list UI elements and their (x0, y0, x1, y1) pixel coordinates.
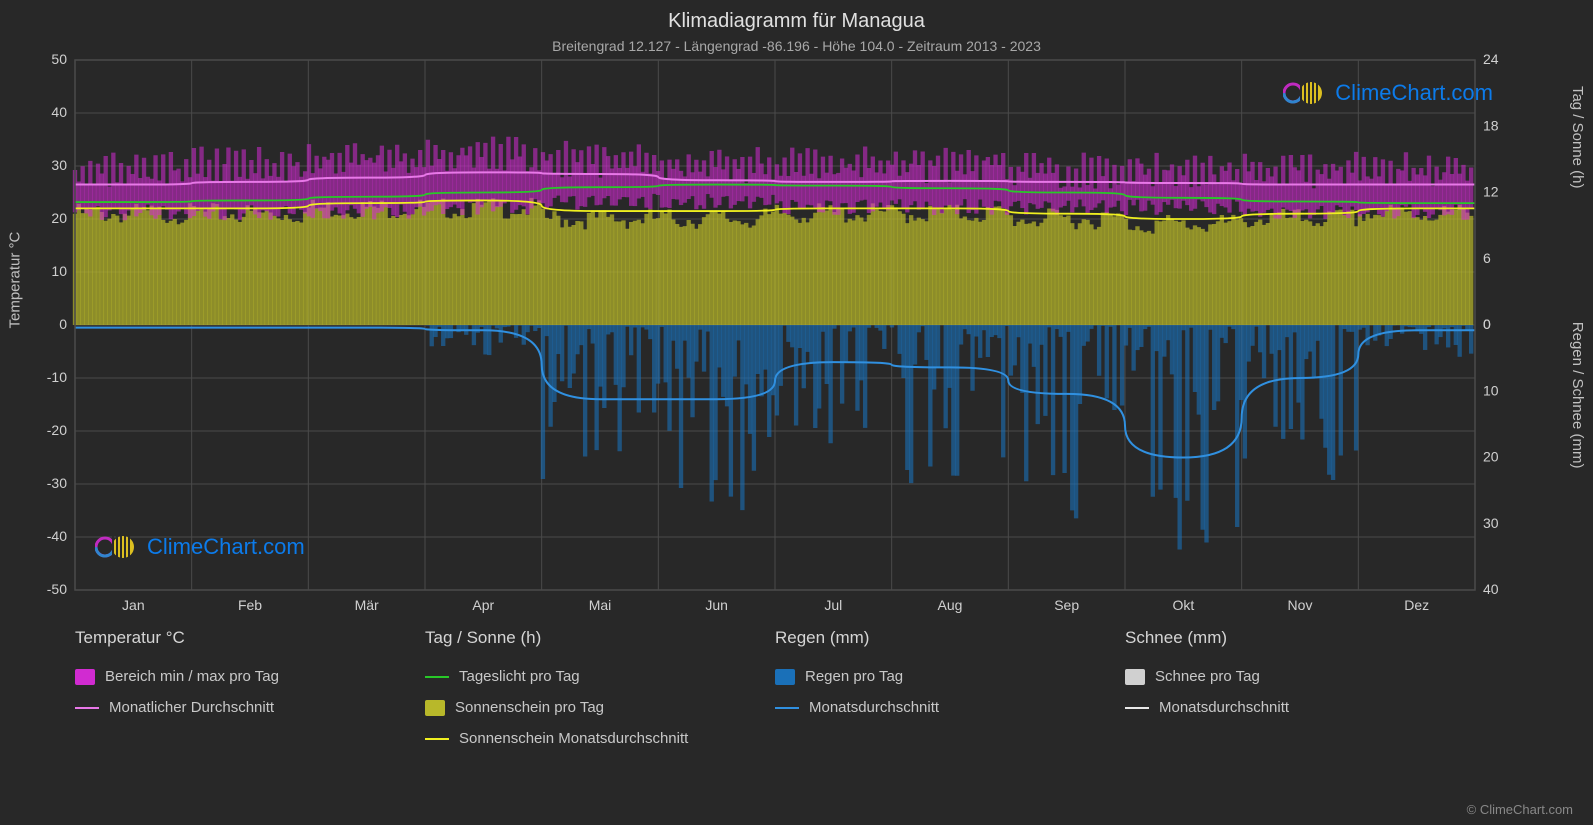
svg-text:10: 10 (1483, 382, 1499, 398)
chart-subtitle: Breitengrad 12.127 - Längengrad -86.196 … (0, 38, 1593, 54)
legend-line-icon (1125, 707, 1149, 709)
legend-item: Monatsdurchschnitt (1125, 699, 1475, 716)
svg-text:Mai: Mai (589, 597, 612, 613)
legend-swatch-icon (775, 669, 795, 685)
chart-title: Klimadiagramm für Managua (0, 10, 1593, 33)
legend-header: Schnee (mm) (1125, 628, 1475, 648)
legend-label: Regen pro Tag (805, 668, 903, 685)
svg-text:Mär: Mär (355, 597, 379, 613)
svg-text:-20: -20 (47, 422, 67, 438)
svg-text:Aug: Aug (938, 597, 963, 613)
legend-line-icon (425, 676, 449, 678)
logo-icon (1283, 80, 1327, 106)
legend-swatch-icon (75, 669, 95, 685)
svg-text:0: 0 (59, 316, 67, 332)
copyright-text: © ClimeChart.com (1467, 802, 1573, 817)
legend-label: Schnee pro Tag (1155, 668, 1260, 685)
svg-text:-40: -40 (47, 528, 67, 544)
legend-column: Temperatur °C Bereich min / max pro Tag Mo… (75, 628, 425, 747)
svg-text:Jul: Jul (824, 597, 842, 613)
legend-label: Monatlicher Durchschnitt (109, 699, 274, 716)
legend-line-icon (425, 738, 449, 740)
legend-label: Tageslicht pro Tag (459, 668, 580, 685)
legend-column: Tag / Sonne (h) Tageslicht pro Tag Sonnens… (425, 628, 775, 747)
legend-item: Monatsdurchschnitt (775, 699, 1125, 716)
svg-text:Nov: Nov (1288, 597, 1313, 613)
legend-item: Sonnenschein pro Tag (425, 699, 775, 716)
svg-text:Feb: Feb (238, 597, 262, 613)
svg-text:30: 30 (1483, 515, 1499, 531)
legend-item: Schnee pro Tag (1125, 668, 1475, 685)
svg-text:24: 24 (1483, 51, 1499, 67)
svg-text:20: 20 (51, 210, 67, 226)
svg-text:Jan: Jan (122, 597, 145, 613)
legend-item: Sonnenschein Monatsdurchschnitt (425, 730, 775, 747)
svg-text:Jun: Jun (705, 597, 728, 613)
svg-text:12: 12 (1483, 184, 1499, 200)
y-axis-right-bottom-label: Regen / Schnee (mm) (1570, 322, 1587, 469)
legend-swatch-icon (1125, 669, 1145, 685)
svg-text:30: 30 (51, 157, 67, 173)
svg-text:50: 50 (51, 51, 67, 67)
watermark-bottom: ClimeChart.com (95, 534, 305, 560)
svg-text:Dez: Dez (1404, 597, 1429, 613)
watermark-text: ClimeChart.com (147, 534, 305, 560)
legend-line-icon (75, 707, 99, 709)
svg-text:0: 0 (1483, 316, 1491, 332)
svg-text:-50: -50 (47, 581, 67, 597)
legend-header: Regen (mm) (775, 628, 1125, 648)
watermark-top: ClimeChart.com (1283, 80, 1493, 106)
legend-item: Tageslicht pro Tag (425, 668, 775, 685)
legend-line-icon (775, 707, 799, 709)
y-axis-right-top-label: Tag / Sonne (h) (1570, 86, 1587, 189)
legend-column: Regen (mm) Regen pro Tag Monatsdurchschnit… (775, 628, 1125, 747)
legend-item: Regen pro Tag (775, 668, 1125, 685)
legend-label: Monatsdurchschnitt (809, 699, 939, 716)
svg-text:18: 18 (1483, 117, 1499, 133)
svg-text:Okt: Okt (1172, 597, 1194, 613)
legend-label: Sonnenschein pro Tag (455, 699, 604, 716)
svg-text:Sep: Sep (1054, 597, 1079, 613)
legend-swatch-icon (425, 700, 445, 716)
legend-item: Monatlicher Durchschnitt (75, 699, 425, 716)
legend: Temperatur °C Bereich min / max pro Tag Mo… (75, 628, 1475, 747)
watermark-text: ClimeChart.com (1335, 80, 1493, 106)
chart-plot: -50-40-30-20-100102030405006121824010203… (75, 60, 1475, 590)
legend-column: Schnee (mm) Schnee pro Tag Monatsdurchschn… (1125, 628, 1475, 747)
svg-text:40: 40 (1483, 581, 1499, 597)
legend-header: Tag / Sonne (h) (425, 628, 775, 648)
legend-label: Sonnenschein Monatsdurchschnitt (459, 730, 688, 747)
y-axis-left-label: Temperatur °C (7, 232, 24, 329)
logo-icon (95, 534, 139, 560)
svg-text:40: 40 (51, 104, 67, 120)
legend-label: Bereich min / max pro Tag (105, 668, 279, 685)
legend-item: Bereich min / max pro Tag (75, 668, 425, 685)
svg-text:-30: -30 (47, 475, 67, 491)
legend-label: Monatsdurchschnitt (1159, 699, 1289, 716)
svg-text:6: 6 (1483, 250, 1491, 266)
svg-text:20: 20 (1483, 449, 1499, 465)
svg-text:10: 10 (51, 263, 67, 279)
svg-text:Apr: Apr (472, 597, 494, 613)
svg-text:-10: -10 (47, 369, 67, 385)
legend-header: Temperatur °C (75, 628, 425, 648)
